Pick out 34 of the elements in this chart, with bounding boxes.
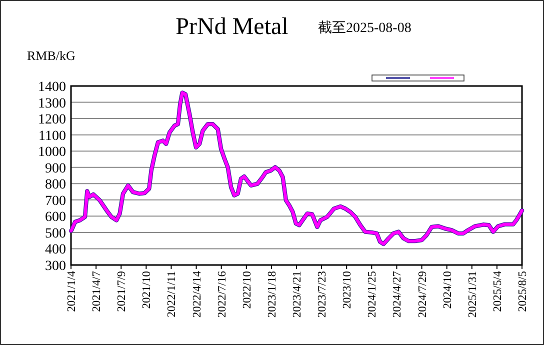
x-tick-label: 2024/10: [442, 270, 454, 309]
chart-subtitle: 截至2025-08-08: [318, 20, 412, 36]
x-tick-label: 2021/7/9: [116, 270, 128, 312]
y-tick-label: 500: [45, 226, 66, 242]
y-tick-label: 400: [45, 242, 66, 258]
y-tick-label: 700: [45, 194, 66, 209]
x-tick-label: 2021/4/7: [91, 270, 104, 312]
y-tick-label: 1000: [38, 145, 66, 160]
x-tick-label: 2021/1/4: [66, 270, 78, 312]
y-axis-title: RMB/kG: [27, 48, 76, 63]
y-tick-label: 1100: [38, 128, 66, 144]
x-tick-label: 2025/1/31: [466, 270, 479, 318]
x-tick-label: 2025/8/5: [517, 270, 529, 312]
x-tick-label: 2023/4/21: [292, 270, 304, 318]
x-tick-label: 2024/4/27: [392, 270, 404, 318]
x-tick-label: 2022/4/14: [191, 270, 204, 318]
x-tick-label: 2022/10: [241, 270, 254, 309]
y-tick-label: 1400: [38, 80, 66, 95]
y-tick-label: 1200: [38, 112, 66, 128]
y-tick-label: 1300: [38, 96, 66, 112]
x-tick-label: 2022/1/11: [166, 270, 178, 318]
x-tick-label: 2023/1/18: [266, 270, 278, 318]
x-tick-label: 2022/7/16: [216, 270, 228, 318]
x-tick-label: 2023/10: [342, 270, 354, 309]
y-tick-label: 900: [45, 161, 66, 176]
y-tick-label: 300: [45, 259, 66, 274]
y-tick-label: 800: [45, 178, 66, 193]
x-tick-label: 2023/7/23: [316, 270, 329, 318]
x-tick-label: 2025/5/4: [492, 270, 504, 312]
chart-title: PrNd Metal: [176, 14, 289, 40]
x-tick-label: 2021/10: [141, 270, 154, 309]
y-tick-label: 600: [45, 210, 66, 226]
x-tick-label: 2024/7/29: [416, 270, 429, 318]
x-tick-label: 2024/1/25: [366, 270, 379, 318]
